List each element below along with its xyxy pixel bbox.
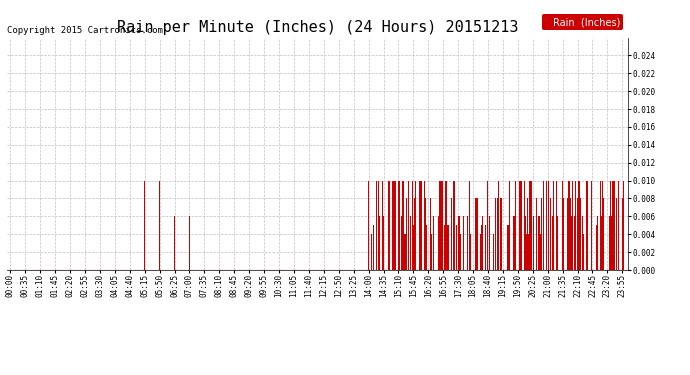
Title: Rain per Minute (Inches) (24 Hours) 20151213: Rain per Minute (Inches) (24 Hours) 2015… [117,20,518,35]
Text: Copyright 2015 Cartronics.com: Copyright 2015 Cartronics.com [7,26,163,35]
Legend: Rain  (Inches): Rain (Inches) [542,15,623,30]
